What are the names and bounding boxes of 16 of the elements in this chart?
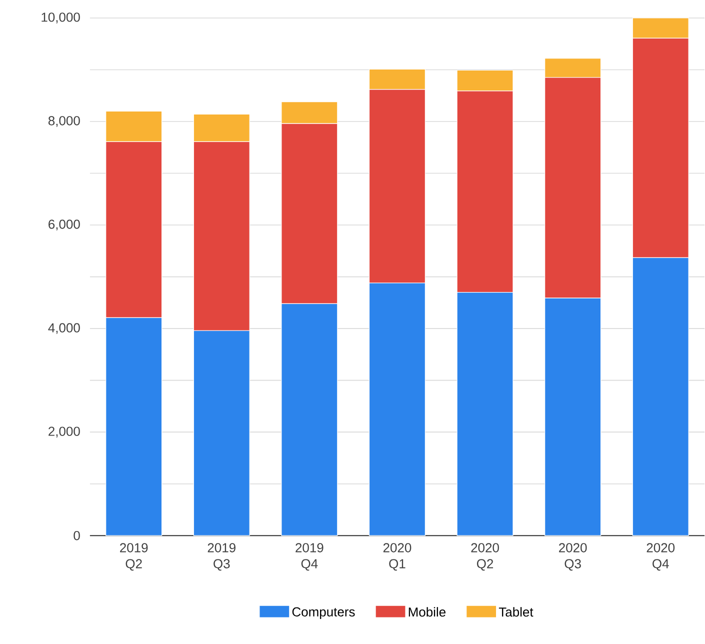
- x-tick-label: 2020 Q3: [559, 543, 587, 571]
- legend-label: Tablet: [498, 607, 534, 617]
- legend-label: Computers: [292, 608, 355, 620]
- y-tick-label: 10,000: [42, 12, 80, 24]
- y-tick-label: 8,000: [48, 116, 80, 128]
- y-tick-label: 4,000: [48, 323, 80, 334]
- x-tick-label: 2020 Q4: [646, 543, 675, 571]
- y-tick-label: 6,000: [48, 220, 80, 231]
- x-tick-label: 2019 Q3: [208, 543, 236, 571]
- legend-label: Mobile: [408, 607, 446, 617]
- x-tick-label: 2020 Q1: [383, 543, 412, 571]
- x-tick-label: 2020 Q2: [471, 543, 499, 571]
- x-tick-label: 2019 Q4: [296, 543, 324, 571]
- y-tick-label: 2,000: [48, 426, 80, 438]
- y-tick-label: 0: [74, 531, 80, 540]
- x-tick-label: 2019 Q2: [120, 543, 148, 571]
